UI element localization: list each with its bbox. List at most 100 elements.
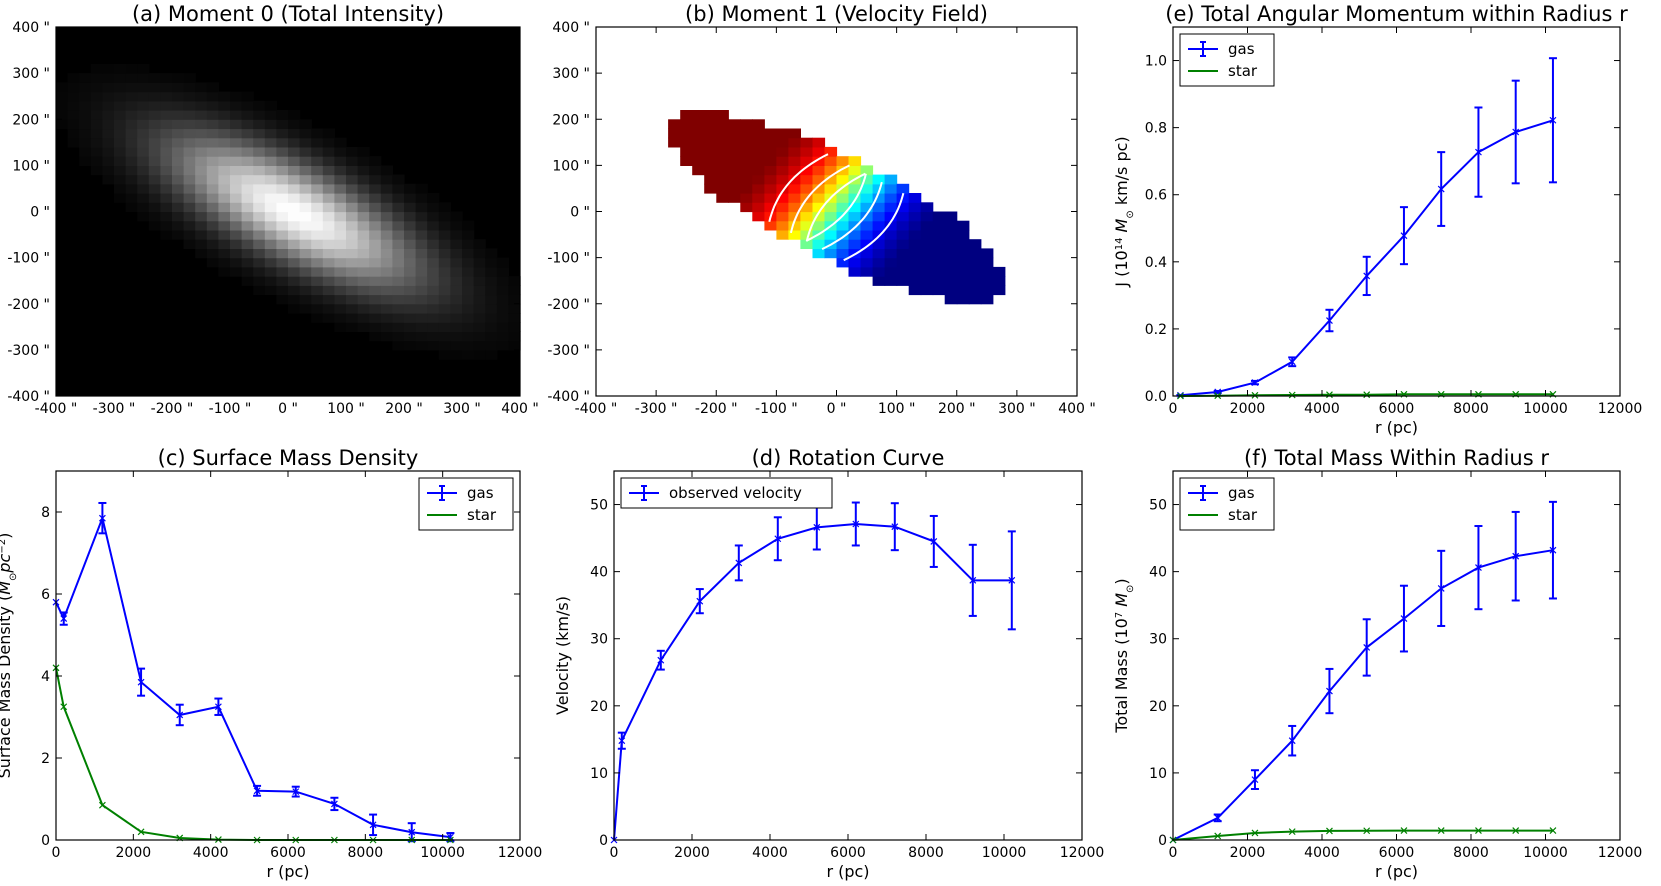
x-tick-label: 12000 xyxy=(1598,401,1643,417)
y-axis-label-part: 14 xyxy=(1114,238,1125,251)
y-tick-label: 0 xyxy=(41,833,50,849)
intensity-pixel xyxy=(183,110,196,120)
intensity-pixel xyxy=(253,110,266,120)
velocity-pixel xyxy=(824,174,838,185)
data-point xyxy=(1288,391,1296,399)
velocity-pixel xyxy=(956,276,970,286)
intensity-pixel xyxy=(172,110,185,120)
intensity-pixel xyxy=(404,202,417,213)
velocity-pixel xyxy=(776,211,789,222)
velocity-pixel xyxy=(836,257,850,268)
velocity-pixel xyxy=(968,294,982,305)
x-tick-label: 4000 xyxy=(193,845,229,861)
intensity-pixel xyxy=(392,257,405,268)
intensity-pixel xyxy=(485,285,498,296)
intensity-pixel xyxy=(357,174,370,185)
velocity-pixel xyxy=(704,110,717,120)
intensity-pixel xyxy=(380,183,393,194)
intensity-pixel xyxy=(253,257,266,268)
intensity-pixel xyxy=(230,174,243,185)
intensity-pixel xyxy=(496,313,509,323)
velocity-pixel xyxy=(824,211,838,222)
intensity-pixel xyxy=(508,303,521,314)
velocity-pixel xyxy=(872,248,886,259)
y-tick-label: 0.8 xyxy=(1145,121,1167,137)
velocity-pixel xyxy=(752,202,765,213)
data-point xyxy=(774,535,782,543)
velocity-pixel xyxy=(764,165,777,176)
intensity-pixel xyxy=(125,174,138,185)
data-point xyxy=(1363,827,1371,835)
intensity-pixel xyxy=(334,174,347,185)
intensity-pixel xyxy=(380,202,393,213)
intensity-pixel xyxy=(148,174,161,185)
velocity-pixel xyxy=(740,202,753,213)
velocity-pixel xyxy=(860,165,874,176)
velocity-pixel xyxy=(920,276,934,286)
intensity-pixel xyxy=(462,276,475,286)
velocity-pixel xyxy=(872,202,886,213)
intensity-pixel xyxy=(218,220,231,231)
velocity-pixel xyxy=(704,146,717,157)
x-tick-label: 12000 xyxy=(498,845,543,861)
data-point xyxy=(1549,546,1557,554)
velocity-pixel xyxy=(824,156,838,166)
velocity-pixel xyxy=(836,202,850,213)
y-tick-label: 0 xyxy=(1158,833,1167,849)
y-tick-label: 300 " xyxy=(552,66,590,82)
velocity-pixel xyxy=(764,220,777,231)
intensity-pixel xyxy=(450,313,463,323)
intensity-pixel xyxy=(195,229,208,240)
intensity-pixel xyxy=(357,183,370,194)
y-tick-label: 0 xyxy=(599,833,608,849)
intensity-pixel xyxy=(392,183,405,194)
intensity-pixel xyxy=(299,303,312,314)
intensity-pixel xyxy=(311,146,324,157)
velocity-pixel xyxy=(908,266,922,277)
intensity-pixel xyxy=(322,257,335,268)
chart-title: (c) Surface Mass Density xyxy=(158,446,419,470)
intensity-pixel xyxy=(183,229,196,240)
intensity-pixel xyxy=(438,322,451,332)
intensity-pixel xyxy=(322,156,335,166)
intensity-pixel xyxy=(427,193,440,203)
intensity-pixel xyxy=(276,239,289,249)
intensity-pixel xyxy=(404,257,417,268)
series-line-star xyxy=(1172,829,1553,841)
intensity-pixel xyxy=(206,156,219,166)
data-point xyxy=(60,615,68,623)
y-axis-label-part: J (10 xyxy=(1112,250,1131,287)
velocity-pixel xyxy=(896,183,910,194)
intensity-pixel xyxy=(322,137,335,148)
intensity-pixel xyxy=(311,285,324,296)
data-point xyxy=(1475,564,1482,572)
intensity-pixel xyxy=(276,146,289,157)
data-point xyxy=(1437,185,1445,193)
x-tick-label: 4000 xyxy=(1304,401,1340,417)
data-point xyxy=(214,703,222,711)
velocity-pixel xyxy=(824,183,838,194)
intensity-pixel xyxy=(79,110,92,120)
intensity-pixel xyxy=(148,146,161,157)
intensity-pixel xyxy=(485,349,498,360)
velocity-pixel xyxy=(776,220,789,231)
chart-title: (a) Moment 0 (Total Intensity) xyxy=(132,2,444,26)
x-tick-label: 2000 xyxy=(1230,845,1266,861)
x-tick-label: 8000 xyxy=(1453,845,1489,861)
intensity-pixel xyxy=(264,239,277,249)
intensity-pixel xyxy=(172,82,185,93)
intensity-pixel xyxy=(183,183,196,194)
y-tick-label: 0.4 xyxy=(1145,255,1167,271)
intensity-pixel xyxy=(473,349,486,360)
contour-line xyxy=(768,153,829,223)
intensity-pixel xyxy=(125,146,138,157)
intensity-pixel xyxy=(195,82,208,93)
intensity-pixel xyxy=(311,202,324,213)
intensity-pixel xyxy=(195,202,208,213)
intensity-pixel xyxy=(357,229,370,240)
intensity-pixel xyxy=(160,183,173,194)
intensity-pixel xyxy=(322,220,335,231)
intensity-pixel xyxy=(462,322,475,332)
intensity-pixel xyxy=(114,91,127,102)
intensity-pixel xyxy=(160,100,173,111)
